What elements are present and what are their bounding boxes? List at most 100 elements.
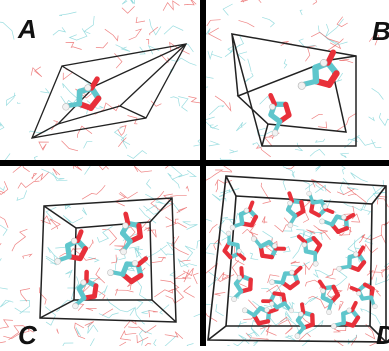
solvent-molecule: [160, 279, 180, 292]
solute-molecule: [250, 235, 287, 260]
solvent-molecule: [378, 112, 389, 127]
solvent-molecule: [165, 216, 187, 229]
solvent-molecule: [339, 152, 349, 158]
solvent-molecule: [236, 121, 247, 132]
solvent-molecule: [34, 171, 50, 182]
panel-label-c: C: [18, 320, 37, 350]
solvent-molecule: [139, 46, 146, 55]
solvent-molecule: [315, 166, 322, 172]
solvent-molecule: [22, 253, 33, 259]
solvent-molecule: [95, 267, 106, 284]
solvent-molecule: [44, 306, 56, 326]
solvent-molecule: [49, 218, 61, 230]
solute-molecule: [119, 211, 143, 256]
solvent-molecule: [182, 267, 194, 278]
solute-molecule: [269, 265, 303, 291]
molecules: [54, 211, 149, 310]
solvent-molecule: [267, 274, 280, 284]
solvent-molecule: [372, 191, 384, 201]
solvent-molecule: [371, 88, 384, 100]
solvent-molecule: [292, 238, 304, 259]
solvent-molecule: [347, 187, 359, 190]
molecules: [222, 190, 378, 339]
solvent-molecule: [81, 207, 88, 216]
solvent-molecule: [129, 306, 145, 325]
solvent-molecule: [341, 166, 346, 175]
solvent-molecule: [193, 313, 200, 318]
solvent-molecule: [326, 38, 348, 45]
solvent-molecule: [260, 182, 272, 204]
solvent-molecule: [309, 231, 323, 241]
panel-b: [206, 0, 389, 160]
solvent-molecule: [222, 3, 233, 16]
solute-molecule: [349, 282, 378, 310]
solvent-molecule: [143, 204, 160, 215]
solvent-molecule: [119, 329, 137, 341]
solvent-molecule: [224, 45, 234, 57]
solvent-molecule: [336, 16, 348, 28]
solvent-molecule: [16, 190, 28, 201]
solvent-molecule: [206, 312, 218, 322]
solvent-molecule: [258, 0, 262, 4]
solvent-molecule: [214, 95, 232, 112]
solvent-molecule: [310, 31, 344, 43]
solvent-background: [206, 0, 389, 160]
solvent-molecule: [174, 269, 190, 280]
solvent-molecule: [145, 193, 163, 204]
solvent-molecule: [176, 206, 188, 214]
solvent-molecule: [31, 173, 38, 180]
solvent-background: [0, 166, 200, 346]
solvent-molecule: [215, 304, 224, 317]
solvent-molecule: [217, 271, 230, 281]
solvent-molecule: [115, 257, 119, 270]
solvent-molecule: [130, 0, 135, 5]
molecules: [62, 76, 102, 111]
solvent-molecule: [193, 139, 200, 147]
solvent-molecule: [117, 124, 127, 136]
solute-molecule: [72, 269, 99, 310]
solvent-molecule: [363, 180, 384, 209]
solvent-molecule: [364, 233, 374, 245]
solute-molecule: [319, 212, 356, 234]
solvent-molecule: [51, 120, 59, 131]
solvent-molecule: [98, 312, 119, 319]
solvent-molecule: [260, 325, 266, 335]
solvent-molecule: [68, 28, 88, 41]
solvent-molecule: [162, 0, 180, 11]
solvent-molecule: [342, 202, 366, 212]
solvent-molecule: [141, 309, 151, 315]
solvent-molecule: [74, 322, 86, 340]
solvent-molecule: [275, 282, 284, 292]
solvent-molecule: [259, 95, 270, 105]
solvent-molecule: [138, 207, 157, 224]
solvent-molecule: [41, 168, 65, 180]
solute-molecule: [261, 291, 294, 314]
solvent-molecule: [314, 184, 327, 194]
solvent-molecule: [114, 238, 127, 252]
solvent-molecule: [0, 242, 2, 246]
solvent-molecule: [65, 269, 73, 278]
solvent-molecule: [178, 96, 189, 112]
solvent-molecule: [219, 157, 232, 160]
solvent-molecule: [150, 190, 172, 212]
solvent-molecule: [102, 229, 118, 246]
solvent-molecule: [128, 325, 157, 334]
solvent-molecule: [266, 284, 282, 294]
solvent-molecule: [338, 300, 344, 311]
solvent-molecule: [0, 21, 15, 40]
solvent-molecule: [211, 193, 227, 202]
solvent-molecule: [227, 334, 250, 346]
solute-molecule: [294, 302, 315, 339]
solvent-molecule: [59, 11, 77, 16]
solvent-molecule: [192, 272, 199, 285]
solvent-molecule: [312, 0, 318, 5]
solvent-molecule: [332, 269, 348, 289]
solvent-molecule: [146, 39, 150, 45]
solvent-molecule: [206, 19, 221, 27]
solvent-molecule: [159, 248, 174, 256]
solvent-molecule: [125, 264, 136, 272]
solvent-molecule: [84, 166, 91, 175]
solvent-molecule: [17, 102, 21, 104]
solvent-molecule: [0, 121, 5, 130]
